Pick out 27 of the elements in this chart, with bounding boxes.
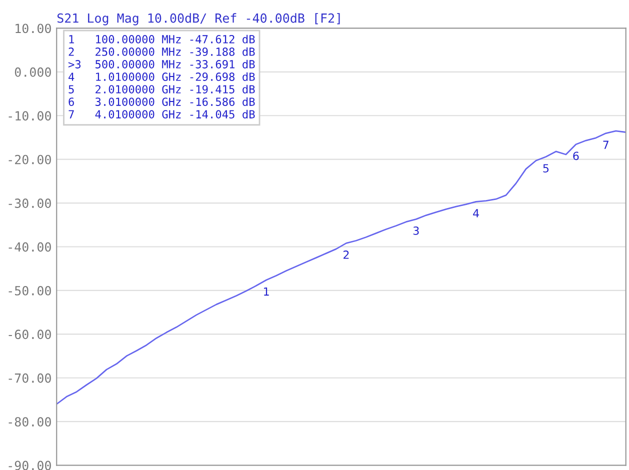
- annotation: 2 250.00000 MHz -39.188 dB: [68, 47, 255, 56]
- annotation: 2: [344, 250, 349, 259]
- annotation: 3: [413, 226, 419, 235]
- y-tick-label: -50.00: [8, 286, 51, 296]
- y-tick-label: -30.00: [8, 198, 51, 208]
- y-tick-label: -90.00: [8, 460, 51, 470]
- annotation: 6 3.0100000 GHz -16.586 dB: [68, 97, 255, 106]
- y-tick-label: 10.00: [16, 24, 51, 34]
- annotation: 1: [264, 287, 269, 296]
- annotation: 4: [473, 209, 479, 218]
- y-tick-label: -40.00: [8, 242, 51, 252]
- chart-title: S21 Log Mag 10.00dB/ Ref -40.00dB [F2]: [57, 13, 340, 26]
- y-tick-label: 0.000: [14, 67, 51, 77]
- annotation: 7 4.0100000 GHz -14.045 dB: [68, 110, 255, 118]
- y-tick-label: -10.00: [8, 111, 51, 121]
- annotation: 5: [543, 164, 549, 172]
- y-tick-label: -60.00: [8, 330, 51, 340]
- annotation: 4 1.0100000 GHz -29.698 dB: [68, 72, 255, 81]
- line-series: [56, 130, 626, 405]
- annotation: >3 500.00000 MHz -33.691 dB: [68, 60, 255, 68]
- annotation: 6: [573, 152, 579, 160]
- annotation: 7: [603, 140, 608, 149]
- y-tick-label: -20.00: [8, 154, 51, 164]
- y-tick-label: -70.00: [8, 373, 51, 383]
- annotation: 1 100.00000 MHz -47.612 dB: [69, 34, 255, 44]
- annotation: 5 2.0100000 GHz -19.415 dB: [68, 84, 255, 94]
- y-tick-label: -80.00: [8, 417, 51, 427]
